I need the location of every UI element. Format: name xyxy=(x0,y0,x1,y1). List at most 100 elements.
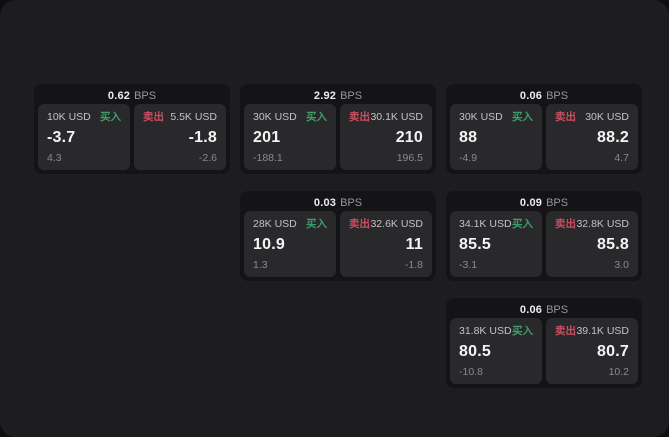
sell-value: 80.7 xyxy=(597,342,629,360)
sell-change: 196.5 xyxy=(396,152,423,164)
bps-value: 0.03 xyxy=(313,196,337,209)
bps-value: 0.06 xyxy=(519,89,543,102)
buy-side-label: 买入 xyxy=(512,218,533,230)
bps-unit: BPS xyxy=(546,196,569,209)
bps-unit: BPS xyxy=(546,303,569,316)
sell-amount: 39.1K USD xyxy=(576,325,629,337)
sell-label-row: 卖出 32.8K USD xyxy=(555,218,629,230)
sell-panel[interactable]: 卖出 32.6K USD 11 -1.8 xyxy=(340,211,432,277)
bps-value: 0.62 xyxy=(107,89,131,102)
sell-panel[interactable]: 卖出 5.5K USD -1.8 -2.6 xyxy=(134,104,226,170)
buy-change: 4.3 xyxy=(47,152,62,164)
sell-amount: 30K USD xyxy=(585,111,629,123)
card-header: 0.62 BPS xyxy=(38,87,226,104)
bps-unit: BPS xyxy=(340,196,363,209)
buy-sell-panels: 31.8K USD 买入 80.5 -10.8 卖出 39.1K USD 80.… xyxy=(450,318,638,384)
buy-label-row: 10K USD 买入 xyxy=(47,111,121,123)
buy-value: 10.9 xyxy=(253,235,285,253)
sell-side-label: 卖出 xyxy=(555,111,576,123)
sell-label-row: 卖出 30K USD xyxy=(555,111,629,123)
sell-change: 10.2 xyxy=(608,366,629,378)
buy-side-label: 买入 xyxy=(306,111,327,123)
buy-sell-panels: 34.1K USD 买入 85.5 -3.1 卖出 32.8K USD 85.8… xyxy=(450,211,638,277)
buy-label-row: 34.1K USD 买入 xyxy=(459,218,533,230)
sell-value: 85.8 xyxy=(597,235,629,253)
buy-amount: 28K USD xyxy=(253,218,297,230)
card-header: 0.03 BPS xyxy=(244,194,432,211)
sell-side-label: 卖出 xyxy=(143,111,164,123)
buy-sell-panels: 30K USD 买入 88 -4.9 卖出 30K USD 88.2 4.7 xyxy=(450,104,638,170)
quote-card: 0.06 BPS 30K USD 买入 88 -4.9 卖出 30K USD 8… xyxy=(446,84,642,174)
sell-panel[interactable]: 卖出 32.8K USD 85.8 3.0 xyxy=(546,211,638,277)
sell-side-label: 卖出 xyxy=(555,325,576,337)
card-header: 0.06 BPS xyxy=(450,301,638,318)
sell-change: 4.7 xyxy=(614,152,629,164)
buy-value: 80.5 xyxy=(459,342,491,360)
sell-amount: 32.6K USD xyxy=(370,218,423,230)
quote-card: 2.92 BPS 30K USD 买入 201 -188.1 卖出 30.1K … xyxy=(240,84,436,174)
buy-value: -3.7 xyxy=(47,128,76,146)
sell-change: -1.8 xyxy=(404,259,423,271)
buy-side-label: 买入 xyxy=(100,111,121,123)
buy-change: -10.8 xyxy=(459,366,483,378)
sell-value: 210 xyxy=(395,128,423,146)
bps-value: 0.09 xyxy=(519,196,543,209)
sell-label-row: 卖出 39.1K USD xyxy=(555,325,629,337)
sell-amount: 32.8K USD xyxy=(576,218,629,230)
buy-sell-panels: 10K USD 买入 -3.7 4.3 卖出 5.5K USD -1.8 -2.… xyxy=(38,104,226,170)
sell-change: 3.0 xyxy=(614,259,629,271)
sell-amount: 30.1K USD xyxy=(370,111,423,123)
buy-panel[interactable]: 30K USD 买入 201 -188.1 xyxy=(244,104,336,170)
buy-amount: 34.1K USD xyxy=(459,218,512,230)
bps-value: 2.92 xyxy=(313,89,337,102)
sell-label-row: 卖出 5.5K USD xyxy=(143,111,217,123)
buy-amount: 31.8K USD xyxy=(459,325,512,337)
buy-side-label: 买入 xyxy=(306,218,327,230)
sell-value: 88.2 xyxy=(597,128,629,146)
buy-value: 85.5 xyxy=(459,235,491,253)
buy-value: 201 xyxy=(253,128,281,146)
sell-side-label: 卖出 xyxy=(349,111,370,123)
buy-label-row: 30K USD 买入 xyxy=(253,111,327,123)
buy-change: 1.3 xyxy=(253,259,268,271)
buy-change: -3.1 xyxy=(459,259,478,271)
bps-unit: BPS xyxy=(340,89,363,102)
card-header: 0.06 BPS xyxy=(450,87,638,104)
sell-change: -2.6 xyxy=(198,152,217,164)
bps-unit: BPS xyxy=(134,89,157,102)
buy-panel[interactable]: 10K USD 买入 -3.7 4.3 xyxy=(38,104,130,170)
sell-amount: 5.5K USD xyxy=(170,111,217,123)
sell-label-row: 卖出 30.1K USD xyxy=(349,111,423,123)
buy-panel[interactable]: 34.1K USD 买入 85.5 -3.1 xyxy=(450,211,542,277)
sell-label-row: 卖出 32.6K USD xyxy=(349,218,423,230)
bps-unit: BPS xyxy=(546,89,569,102)
sell-panel[interactable]: 卖出 30K USD 88.2 4.7 xyxy=(546,104,638,170)
buy-panel[interactable]: 31.8K USD 买入 80.5 -10.8 xyxy=(450,318,542,384)
buy-change: -188.1 xyxy=(253,152,283,164)
quote-card: 0.09 BPS 34.1K USD 买入 85.5 -3.1 卖出 32.8K… xyxy=(446,191,642,281)
buy-amount: 30K USD xyxy=(459,111,503,123)
sell-panel[interactable]: 卖出 30.1K USD 210 196.5 xyxy=(340,104,432,170)
buy-value: 88 xyxy=(459,128,478,146)
quote-card: 0.06 BPS 31.8K USD 买入 80.5 -10.8 卖出 39.1… xyxy=(446,298,642,388)
buy-panel[interactable]: 30K USD 买入 88 -4.9 xyxy=(450,104,542,170)
buy-sell-panels: 28K USD 买入 10.9 1.3 卖出 32.6K USD 11 -1.8 xyxy=(244,211,432,277)
buy-amount: 30K USD xyxy=(253,111,297,123)
buy-label-row: 28K USD 买入 xyxy=(253,218,327,230)
buy-label-row: 31.8K USD 买入 xyxy=(459,325,533,337)
buy-panel[interactable]: 28K USD 买入 10.9 1.3 xyxy=(244,211,336,277)
sell-side-label: 卖出 xyxy=(349,218,370,230)
sell-panel[interactable]: 卖出 39.1K USD 80.7 10.2 xyxy=(546,318,638,384)
buy-label-row: 30K USD 买入 xyxy=(459,111,533,123)
card-header: 2.92 BPS xyxy=(244,87,432,104)
buy-amount: 10K USD xyxy=(47,111,91,123)
card-header: 0.09 BPS xyxy=(450,194,638,211)
sell-side-label: 卖出 xyxy=(555,218,576,230)
sell-value: -1.8 xyxy=(188,128,217,146)
bps-value: 0.06 xyxy=(519,303,543,316)
quote-card: 0.03 BPS 28K USD 买入 10.9 1.3 卖出 32.6K US… xyxy=(240,191,436,281)
buy-sell-panels: 30K USD 买入 201 -188.1 卖出 30.1K USD 210 1… xyxy=(244,104,432,170)
sell-value: 11 xyxy=(405,235,423,253)
